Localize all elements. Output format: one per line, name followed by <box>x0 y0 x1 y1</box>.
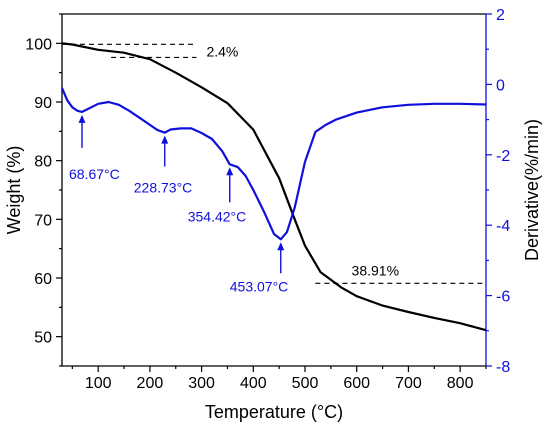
y-right-tick-label: -6 <box>496 289 510 306</box>
y-right-axis-title: Derivative(%/min) <box>522 119 542 261</box>
x-tick-label: 100 <box>85 375 112 392</box>
y-left-tick-label: 100 <box>25 36 52 53</box>
peak-arrowhead <box>78 114 86 123</box>
loss-label-38-91: 38.91% <box>352 262 399 278</box>
peak-label: 68.67°C <box>69 166 120 182</box>
y-right-tick-label: 0 <box>496 77 505 94</box>
y-left-axis-title: Weight (%) <box>4 146 24 235</box>
loss-label-2-4: 2.4% <box>206 43 238 59</box>
y-left-tick-label: 90 <box>34 95 52 112</box>
x-tick-label: 700 <box>395 375 422 392</box>
peak-arrowhead <box>226 167 234 176</box>
x-tick-label: 800 <box>447 375 474 392</box>
y-left-tick-label: 60 <box>34 271 52 288</box>
x-tick-label: 500 <box>292 375 319 392</box>
peak-arrowhead <box>161 135 169 144</box>
x-tick-label: 300 <box>188 375 215 392</box>
y-right-tick-label: -4 <box>496 218 510 235</box>
x-tick-label: 200 <box>137 375 164 392</box>
peak-arrowhead <box>277 242 285 251</box>
x-tick-label: 400 <box>240 375 267 392</box>
peak-label: 228.73°C <box>134 180 193 196</box>
derivative-curve <box>60 87 487 241</box>
x-axis-title: Temperature (°C) <box>205 402 343 422</box>
y-right-tick-label: 2 <box>496 7 505 24</box>
y-right-tick-label: -8 <box>496 359 510 376</box>
peak-label: 354.42°C <box>188 208 247 224</box>
y-right-tick-label: -2 <box>496 148 510 165</box>
weight-curve <box>61 42 487 332</box>
y-left-tick-label: 70 <box>34 212 52 229</box>
peak-label: 453.07°C <box>230 278 289 294</box>
x-tick-label: 600 <box>343 375 370 392</box>
y-left-tick-label: 80 <box>34 154 52 171</box>
y-left-tick-label: 50 <box>34 330 52 347</box>
